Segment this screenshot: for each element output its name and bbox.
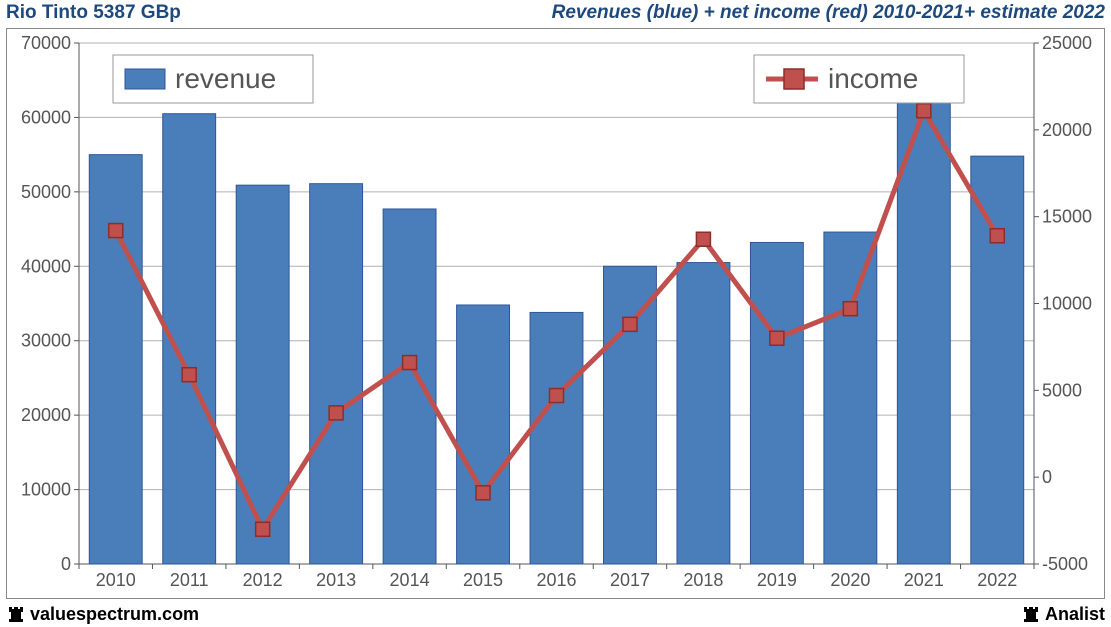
y-right-tick-label: 0 — [1042, 467, 1052, 487]
y-left-tick-label: 20000 — [21, 405, 71, 425]
x-tick-label: 2011 — [170, 570, 209, 590]
y-left-tick-label: 0 — [61, 554, 71, 574]
legend-revenue-swatch — [125, 69, 165, 89]
x-tick-label: 2016 — [536, 570, 576, 590]
x-tick-label: 2014 — [390, 570, 430, 590]
income-marker — [550, 389, 564, 403]
revenue-bar — [677, 263, 730, 564]
income-marker — [623, 317, 637, 331]
income-marker — [917, 104, 931, 118]
y-right-tick-label: 25000 — [1042, 33, 1092, 53]
x-tick-label: 2013 — [316, 570, 356, 590]
y-right-tick-label: 15000 — [1042, 207, 1092, 227]
x-tick-label: 2012 — [243, 570, 283, 590]
income-marker — [256, 522, 270, 536]
revenue-bar — [604, 266, 657, 564]
y-left-tick-label: 60000 — [21, 107, 71, 127]
revenue-bar — [236, 185, 289, 564]
rook-icon — [6, 604, 26, 624]
income-marker — [476, 486, 490, 500]
revenue-bar — [310, 184, 363, 564]
chart-svg: 010000200003000040000500006000070000-500… — [7, 29, 1104, 598]
x-tick-label: 2020 — [830, 570, 870, 590]
revenue-bar — [824, 232, 877, 564]
y-left-tick-label: 70000 — [21, 33, 71, 53]
footer-left-label: valuespectrum.com — [30, 604, 199, 625]
income-marker — [770, 331, 784, 345]
y-left-tick-label: 30000 — [21, 331, 71, 351]
legend-income-label: income — [828, 63, 918, 94]
y-right-tick-label: -5000 — [1042, 554, 1088, 574]
income-marker — [403, 356, 417, 370]
income-marker — [990, 229, 1004, 243]
legend-income-marker — [784, 69, 804, 89]
y-right-tick-label: 10000 — [1042, 294, 1092, 314]
revenue-bar — [750, 242, 803, 564]
chart-plot-frame: 010000200003000040000500006000070000-500… — [6, 28, 1105, 599]
income-marker — [109, 224, 123, 238]
y-left-tick-label: 40000 — [21, 256, 71, 276]
income-marker — [843, 302, 857, 316]
x-tick-label: 2010 — [96, 570, 136, 590]
chart-container: Rio Tinto 5387 GBp Revenues (blue) + net… — [0, 0, 1111, 627]
legend-revenue-label: revenue — [175, 63, 276, 94]
chart-footer: valuespectrum.com Analist — [0, 601, 1111, 627]
chart-header: Rio Tinto 5387 GBp Revenues (blue) + net… — [0, 0, 1111, 26]
title-left: Rio Tinto 5387 GBp — [6, 2, 181, 24]
income-marker — [182, 368, 196, 382]
y-left-tick-label: 10000 — [21, 480, 71, 500]
y-right-tick-label: 20000 — [1042, 120, 1092, 140]
footer-right-label: Analist — [1045, 604, 1105, 625]
y-right-tick-label: 5000 — [1042, 380, 1082, 400]
revenue-bar — [89, 155, 142, 564]
x-tick-label: 2022 — [977, 570, 1017, 590]
y-left-tick-label: 50000 — [21, 182, 71, 202]
x-tick-label: 2019 — [757, 570, 797, 590]
footer-right-brand: Analist — [1021, 604, 1105, 625]
x-tick-label: 2015 — [463, 570, 503, 590]
revenue-bar — [971, 156, 1024, 564]
income-marker — [329, 406, 343, 420]
footer-left-brand: valuespectrum.com — [6, 604, 199, 625]
revenue-bar — [457, 305, 510, 564]
x-tick-label: 2017 — [610, 570, 650, 590]
x-tick-label: 2018 — [683, 570, 723, 590]
rook-icon — [1021, 604, 1041, 624]
income-marker — [696, 232, 710, 246]
title-right: Revenues (blue) + net income (red) 2010-… — [552, 2, 1105, 24]
revenue-bar — [383, 209, 436, 564]
revenue-bar — [530, 312, 583, 564]
x-tick-label: 2021 — [904, 570, 944, 590]
